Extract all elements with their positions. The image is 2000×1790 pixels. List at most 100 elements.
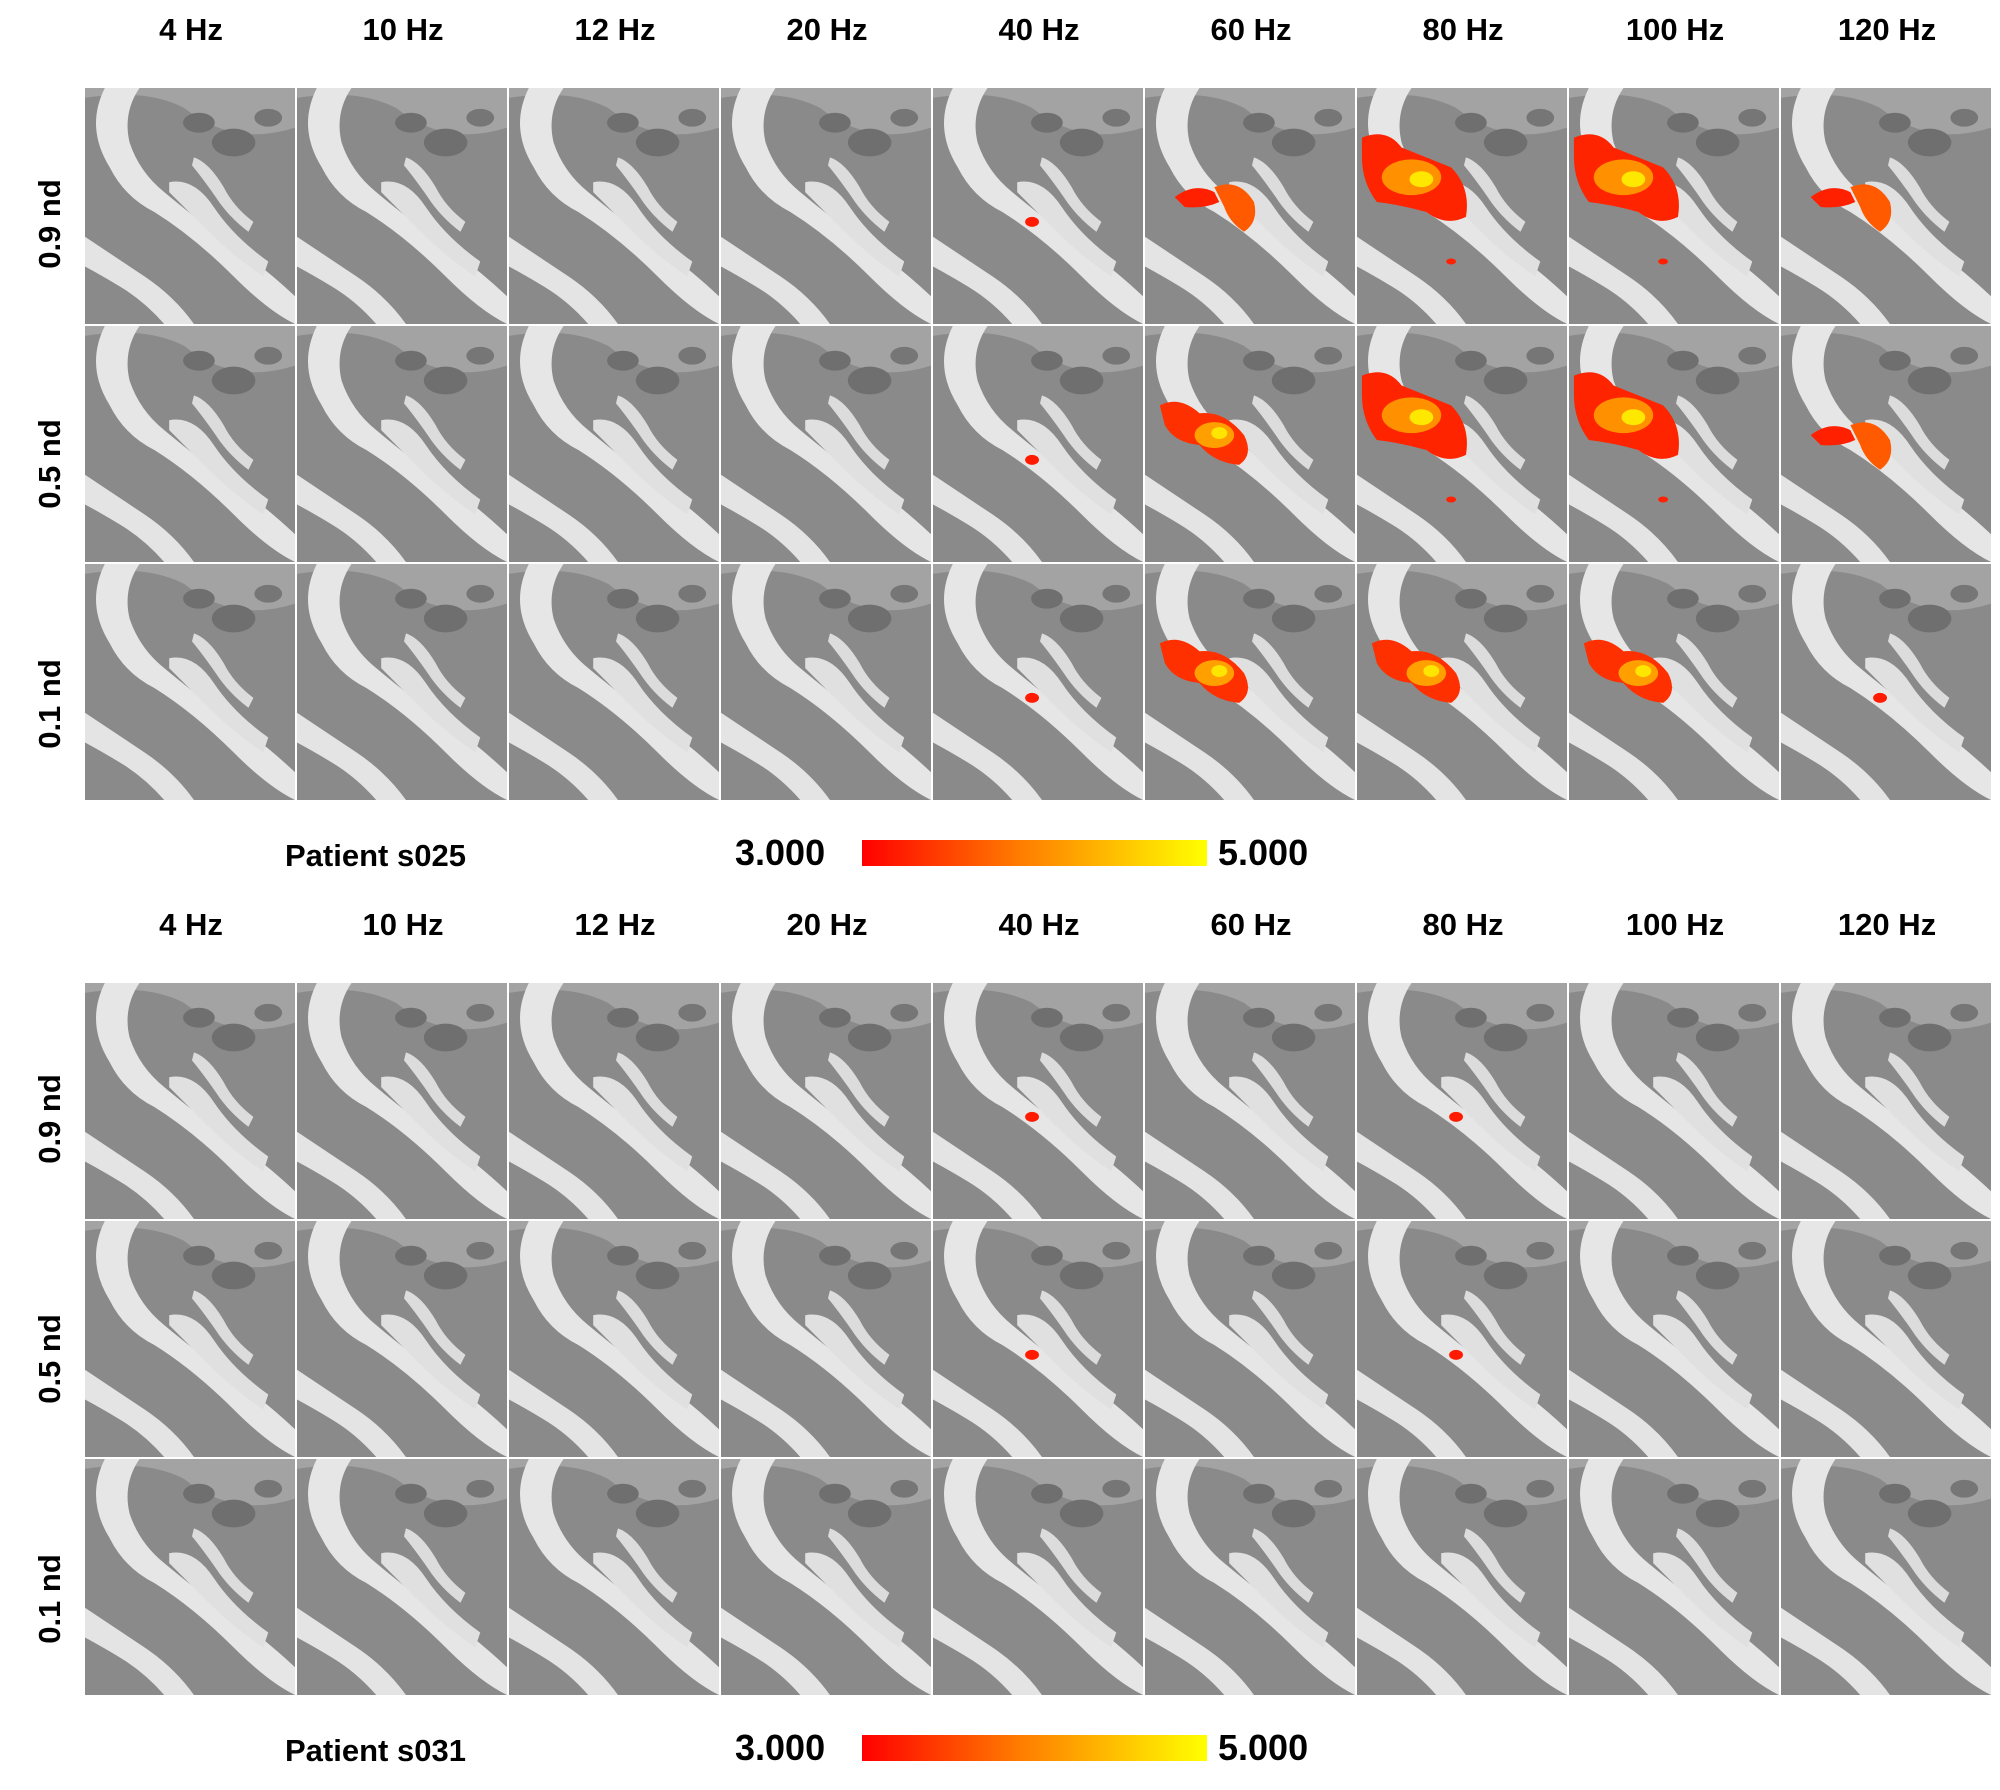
dark-region (819, 588, 851, 609)
dark-region (607, 112, 639, 133)
freq-label: 100 Hz (1625, 907, 1725, 942)
white-matter (1580, 983, 1779, 1219)
white-matter (1569, 1131, 1678, 1219)
white-matter (520, 88, 719, 324)
brain-slice-svg (1781, 326, 1991, 562)
brain-slice-image (1781, 983, 1991, 1219)
brain-slice-svg (509, 326, 719, 562)
dark-region (890, 1241, 919, 1260)
white-matter (1580, 326, 1779, 562)
slice-region (297, 1221, 507, 1268)
white-matter (1368, 88, 1567, 324)
brain-slice-svg (1145, 326, 1355, 562)
freq-label: 120 Hz (1837, 12, 1937, 47)
brain-slice-svg (933, 88, 1143, 324)
patient-label: Patient s031 (285, 1733, 466, 1768)
brain-slice-image (85, 326, 295, 562)
white-matter (1441, 1552, 1541, 1648)
row-label: 0.5 nd (32, 419, 67, 509)
dark-region (1059, 128, 1104, 157)
dark-region (819, 350, 851, 371)
white-matter (308, 1459, 507, 1695)
freq-label: 4 Hz (159, 12, 223, 47)
white-matter (805, 181, 905, 277)
brain-slice-svg (297, 88, 507, 324)
brain-slice-image (1569, 88, 1779, 324)
slice-region (1145, 564, 1355, 611)
brain-slice-image (1357, 1221, 1567, 1457)
brain-slice-svg (297, 1459, 507, 1695)
slice-region (721, 564, 931, 611)
slice-region (933, 1221, 1143, 1268)
slice-region (297, 1459, 507, 1506)
white-matter (615, 633, 678, 708)
white-matter (944, 1459, 1143, 1695)
white-matter (1017, 1552, 1117, 1648)
dark-region (211, 1261, 256, 1290)
row-label: 0.5 nd (32, 1314, 67, 1404)
white-matter (1145, 712, 1254, 800)
white-matter (1653, 1552, 1753, 1648)
activation-spot (1621, 171, 1646, 188)
freq-label: 80 Hz (1422, 907, 1504, 942)
white-matter (732, 983, 931, 1219)
activation-blob (1449, 1111, 1463, 1122)
colorbar (862, 840, 1207, 866)
white-matter (308, 326, 507, 562)
slice-region (1357, 326, 1567, 373)
dark-region (1031, 1483, 1063, 1504)
brain-slice-svg (85, 983, 295, 1219)
brain-slice-image (933, 88, 1143, 324)
dark-region (466, 584, 495, 603)
white-matter (944, 326, 1143, 562)
white-matter (1145, 236, 1254, 324)
brain-slice-image (1569, 1459, 1779, 1695)
brain-slice-svg (933, 564, 1143, 800)
dark-region (1907, 366, 1952, 395)
brain-slice-svg (721, 983, 931, 1219)
white-matter (1887, 157, 1950, 232)
dark-region (635, 128, 680, 157)
dark-region (847, 1023, 892, 1052)
white-matter (1781, 1131, 1890, 1219)
dark-region (423, 1261, 468, 1290)
activation-spot (1635, 665, 1652, 678)
dark-region (1483, 1261, 1528, 1290)
white-matter (615, 1052, 678, 1127)
white-matter (1580, 1221, 1779, 1457)
dark-region (1455, 350, 1487, 371)
slice-region (1781, 88, 1991, 135)
white-matter (1017, 657, 1117, 753)
white-matter (1569, 1607, 1678, 1695)
white-matter (593, 181, 693, 277)
white-matter (1580, 564, 1779, 800)
white-matter (1251, 633, 1314, 708)
dark-region (423, 128, 468, 157)
brain-slice-svg (1569, 88, 1779, 324)
white-matter (1039, 1052, 1102, 1127)
white-matter (403, 395, 466, 470)
dark-region (1526, 584, 1555, 603)
white-matter (96, 983, 295, 1219)
white-matter (1229, 1314, 1329, 1410)
dark-region (211, 128, 256, 157)
dark-region (1667, 112, 1699, 133)
dark-region (678, 108, 707, 127)
slice-region (1569, 326, 1779, 373)
dark-region (183, 1483, 215, 1504)
slice-region (1145, 326, 1355, 373)
dark-region (819, 112, 851, 133)
dark-region (1950, 108, 1979, 127)
dark-region (607, 350, 639, 371)
dark-region (466, 1479, 495, 1498)
white-matter (1251, 1290, 1314, 1365)
brain-slice-svg (721, 88, 931, 324)
slice-region (1145, 983, 1355, 1030)
brain-slice-image (1145, 1221, 1355, 1457)
white-matter (1039, 633, 1102, 708)
dark-region (423, 366, 468, 395)
dark-region (1059, 366, 1104, 395)
dark-region (1667, 1007, 1699, 1028)
white-matter (721, 1369, 830, 1457)
white-matter (827, 1052, 890, 1127)
